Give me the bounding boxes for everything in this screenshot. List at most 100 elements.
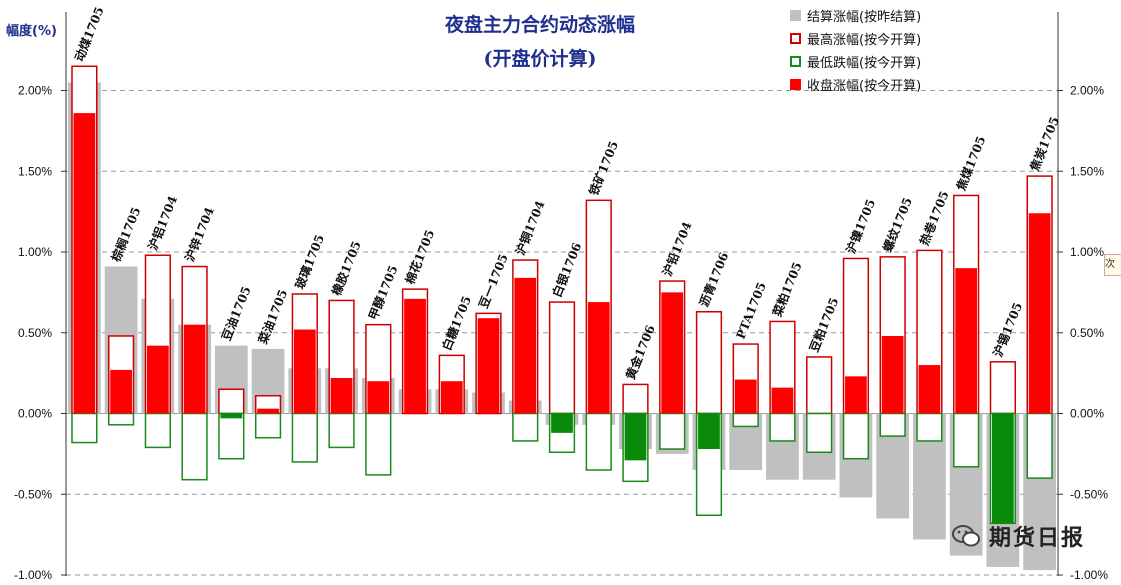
low-bar: [585, 412, 612, 471]
category-label: 焦煤1705: [953, 134, 989, 194]
low-bar: [916, 412, 943, 442]
legend: 结算涨幅(按昨结算) 最高涨幅(按今开算) 最低跌幅(按今开算) 收盘涨幅(按今…: [790, 4, 921, 96]
low-bar: [512, 412, 539, 442]
category-label: 沪锡1705: [990, 300, 1025, 359]
y-axis-label: 幅度(%): [6, 24, 57, 39]
legend-label-close: 收盘涨幅(按今开算): [807, 79, 922, 94]
close-bar: [881, 335, 904, 414]
close-bar: [220, 413, 243, 419]
category-label: 沥青1706: [696, 250, 731, 309]
category-label: 豆油1705: [218, 284, 253, 343]
close-bar: [110, 369, 132, 414]
close-bar: [624, 413, 647, 461]
legend-label-settle: 结算涨幅(按昨结算): [807, 10, 922, 25]
legend-label-high: 最高涨幅(按今开算): [807, 33, 922, 48]
low-bar: [842, 412, 870, 460]
low-bar: [879, 412, 906, 437]
close-bar: [477, 318, 500, 414]
close-bar: [734, 379, 757, 414]
y-tick-label-right: 0.50%: [1070, 326, 1104, 340]
category-label: 动煤1705: [71, 5, 106, 64]
y-tick-label-left: -0.50%: [14, 487, 52, 501]
low-bar: [144, 412, 171, 449]
category-label: 铁矿1705: [586, 139, 621, 198]
legend-item-settle: 结算涨幅(按昨结算): [790, 4, 921, 27]
y-tick-label-left: 2.00%: [18, 84, 52, 98]
category-label: PTA1705: [734, 280, 769, 341]
y-tick-label-right: 2.00%: [1070, 84, 1104, 98]
low-bar: [254, 412, 282, 439]
close-bar: [587, 302, 610, 414]
close-bar: [918, 365, 941, 414]
watermark: 期货日报: [951, 520, 1085, 552]
legend-label-low: 最低跌幅(按今开算): [807, 56, 922, 71]
close-bar: [330, 377, 353, 414]
low-bar: [291, 412, 318, 463]
y-tick-label-left: 1.00%: [18, 245, 52, 259]
category-label: 玻璃1705: [292, 232, 327, 291]
category-label: 沪镍1705: [843, 197, 878, 256]
low-bar: [365, 412, 392, 476]
watermark-text: 期货日报: [988, 526, 1085, 551]
close-bar: [404, 298, 426, 414]
high-bar: [622, 383, 649, 415]
close-bar: [992, 413, 1014, 524]
legend-swatch-settle: [790, 10, 801, 21]
close-bar: [661, 292, 684, 414]
low-bar: [218, 412, 245, 460]
category-label: 甲醇1705: [365, 263, 400, 322]
low-bar: [953, 412, 980, 468]
category-label: 沪铜1704: [512, 198, 547, 257]
close-bar: [1028, 213, 1051, 414]
close-bar: [440, 381, 463, 414]
legend-swatch-low: [790, 56, 801, 67]
y-tick-label-left: 0.50%: [18, 326, 52, 340]
low-bar: [806, 412, 833, 454]
low-bar: [1026, 412, 1053, 479]
category-label: 棉花1705: [402, 227, 437, 286]
close-bar: [146, 345, 169, 414]
category-label: 橡胶1705: [328, 239, 363, 298]
category-label: 黄金1706: [622, 323, 657, 382]
low-bar: [659, 412, 686, 450]
side-note-tab: 次: [1104, 254, 1121, 276]
category-label: 白糖1705: [439, 294, 474, 353]
category-label: 白银1706: [549, 240, 584, 299]
category-label: 沪铅1704: [659, 219, 694, 278]
category-label: 热卷1705: [916, 189, 951, 248]
legend-swatch-high: [790, 33, 801, 44]
category-label: 棕榈1705: [108, 205, 144, 265]
low-bar: [769, 412, 796, 442]
close-bar: [845, 376, 867, 414]
category-label: 沪铝1704: [145, 194, 180, 253]
y-tick-label-left: 0.00%: [18, 407, 52, 421]
legend-item-close: 收盘涨幅(按今开算): [790, 73, 921, 96]
close-bar: [367, 381, 390, 414]
low-bar: [107, 412, 135, 426]
category-label: 菜粕1705: [769, 260, 805, 320]
y-tick-label-right: -0.50%: [1070, 487, 1108, 501]
y-tick-label-left: -1.00%: [14, 568, 52, 582]
close-bar: [183, 324, 206, 414]
close-bar: [257, 408, 279, 414]
y-tick-label-right: 1.00%: [1070, 245, 1104, 259]
category-label: 螺纹1705: [880, 195, 915, 254]
y-tick-label-right: 0.00%: [1070, 407, 1104, 421]
category-label: 菜油1705: [255, 287, 291, 347]
low-bar: [732, 412, 759, 428]
chart-title: 夜盘主力合约动态涨幅: [444, 14, 635, 36]
category-label: 豆一1705: [476, 252, 510, 310]
low-bar: [181, 412, 208, 481]
low-bar: [71, 412, 98, 444]
close-bar: [698, 413, 720, 450]
high-bar: [548, 301, 576, 415]
high-bar: [989, 361, 1017, 415]
legend-item-low: 最低跌幅(按今开算): [790, 50, 921, 73]
close-bar: [551, 413, 573, 433]
y-tick-label-left: 1.50%: [18, 164, 52, 178]
close-bar: [514, 277, 537, 414]
y-tick-label-right: 1.50%: [1070, 164, 1104, 178]
close-bar: [73, 113, 96, 414]
high-bar: [218, 388, 245, 415]
